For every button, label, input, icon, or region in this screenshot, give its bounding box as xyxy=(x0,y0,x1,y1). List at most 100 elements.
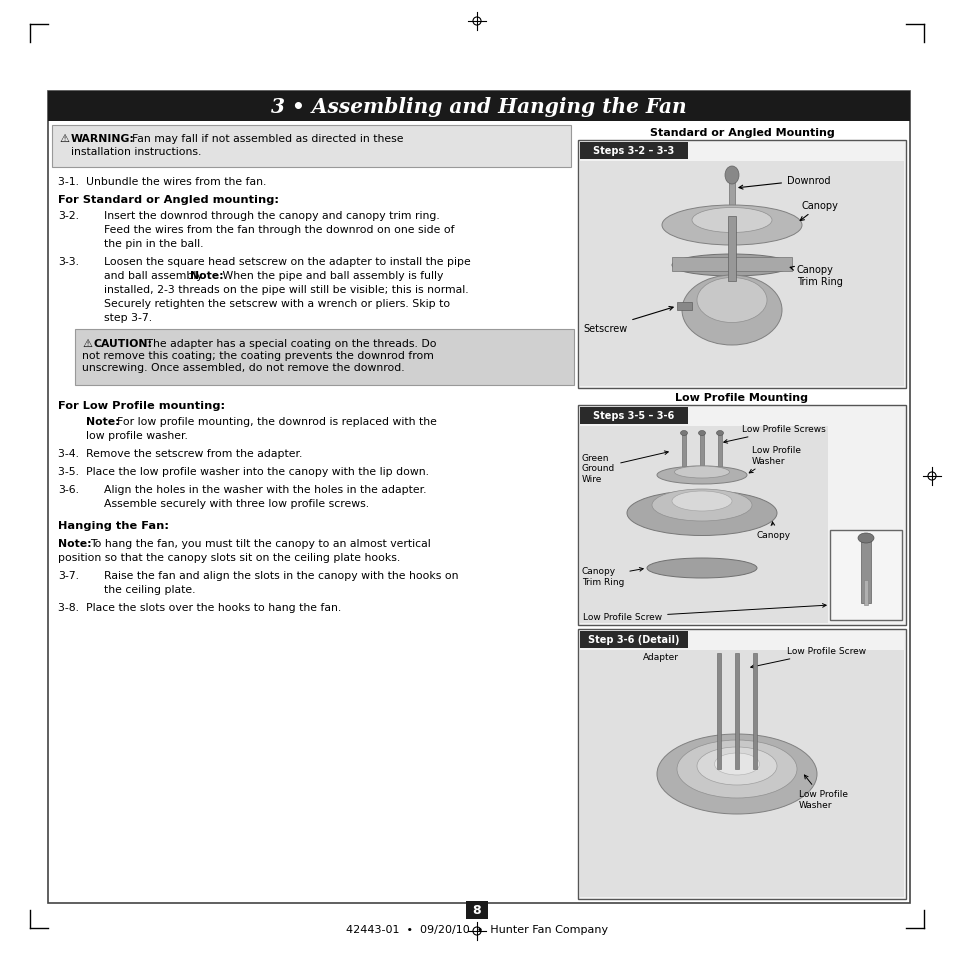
Bar xyxy=(579,427,827,623)
Bar xyxy=(728,171,734,221)
Ellipse shape xyxy=(677,740,796,799)
Bar xyxy=(700,434,703,469)
Text: Hanging the Fan:: Hanging the Fan: xyxy=(58,520,169,531)
Text: and ball assembly.: and ball assembly. xyxy=(104,271,208,281)
Text: WARNING:: WARNING: xyxy=(71,133,134,144)
Text: Canopy: Canopy xyxy=(757,522,790,540)
Text: Adapter: Adapter xyxy=(642,653,679,661)
Text: Standard or Angled Mounting: Standard or Angled Mounting xyxy=(649,128,834,138)
Ellipse shape xyxy=(671,254,791,276)
Text: Low Profile Screw: Low Profile Screw xyxy=(582,604,825,622)
Text: 8: 8 xyxy=(472,903,481,917)
Text: When the pipe and ball assembly is fully: When the pipe and ball assembly is fully xyxy=(219,271,443,281)
Text: Assemble securely with three low profile screws.: Assemble securely with three low profile… xyxy=(104,498,369,509)
Bar xyxy=(578,141,905,389)
Text: 3-5.  Place the low profile washer into the canopy with the lip down.: 3-5. Place the low profile washer into t… xyxy=(58,467,429,476)
Text: 3-6.: 3-6. xyxy=(58,484,79,495)
Text: 3-1.  Unbundle the wires from the fan.: 3-1. Unbundle the wires from the fan. xyxy=(58,177,266,187)
Bar xyxy=(681,434,685,469)
Bar xyxy=(48,91,909,122)
Text: CAUTION:: CAUTION: xyxy=(94,338,152,349)
Bar xyxy=(677,303,691,311)
Bar xyxy=(718,434,721,469)
Text: 3-2.: 3-2. xyxy=(58,211,79,221)
Text: For Standard or Angled mounting:: For Standard or Angled mounting: xyxy=(58,194,278,205)
Text: installation instructions.: installation instructions. xyxy=(71,147,201,157)
Ellipse shape xyxy=(671,492,731,512)
Text: Low Profile
Washer: Low Profile Washer xyxy=(748,446,801,474)
Bar xyxy=(727,216,735,282)
Text: For Low Profile mounting:: For Low Profile mounting: xyxy=(58,400,225,411)
Ellipse shape xyxy=(691,209,771,233)
Bar xyxy=(579,408,687,424)
Ellipse shape xyxy=(651,490,751,521)
Ellipse shape xyxy=(697,278,766,323)
Text: Securely retighten the setscrew with a wrench or pliers. Skip to: Securely retighten the setscrew with a w… xyxy=(104,298,450,309)
Text: Align the holes in the washer with the holes in the adapter.: Align the holes in the washer with the h… xyxy=(104,484,426,495)
Text: Low Profile
Washer: Low Profile Washer xyxy=(799,775,847,809)
Ellipse shape xyxy=(626,491,776,536)
Text: Green
Ground
Wire: Green Ground Wire xyxy=(581,452,667,483)
Text: unscrewing. Once assembled, do not remove the downrod.: unscrewing. Once assembled, do not remov… xyxy=(82,363,404,373)
Ellipse shape xyxy=(857,534,873,543)
Text: Low Profile Screw: Low Profile Screw xyxy=(750,647,865,668)
Ellipse shape xyxy=(679,431,687,436)
Text: Raise the fan and align the slots in the canopy with the hooks on: Raise the fan and align the slots in the… xyxy=(104,571,458,580)
Text: 3-3.: 3-3. xyxy=(58,256,79,267)
Text: step 3-7.: step 3-7. xyxy=(104,313,152,323)
Bar xyxy=(579,162,903,387)
Text: 3 • Assembling and Hanging the Fan: 3 • Assembling and Hanging the Fan xyxy=(271,97,686,117)
Bar xyxy=(829,531,901,620)
FancyBboxPatch shape xyxy=(75,330,574,386)
Text: the pin in the ball.: the pin in the ball. xyxy=(104,239,203,249)
Bar xyxy=(861,538,870,603)
Text: Fan may fall if not assembled as directed in these: Fan may fall if not assembled as directe… xyxy=(125,133,403,144)
Text: installed, 2-3 threads on the pipe will still be visible; this is normal.: installed, 2-3 threads on the pipe will … xyxy=(104,285,468,294)
Text: Note:: Note: xyxy=(190,271,223,281)
Ellipse shape xyxy=(698,431,705,436)
Text: Step 3-6 (Detail): Step 3-6 (Detail) xyxy=(588,635,679,644)
Text: not remove this coating; the coating prevents the downrod from: not remove this coating; the coating pre… xyxy=(82,351,434,360)
Text: The adapter has a special coating on the threads. Do: The adapter has a special coating on the… xyxy=(143,338,436,349)
Bar xyxy=(863,580,867,605)
Bar xyxy=(48,91,909,903)
Bar xyxy=(578,406,905,625)
Text: Downrod: Downrod xyxy=(739,175,830,190)
Text: 42443-01  •  09/20/10  •  Hunter Fan Company: 42443-01 • 09/20/10 • Hunter Fan Company xyxy=(346,924,607,934)
Text: Canopy: Canopy xyxy=(800,201,838,221)
Bar xyxy=(465,901,488,919)
Text: Low Profile Screws: Low Profile Screws xyxy=(723,425,825,444)
Bar xyxy=(579,650,903,897)
Text: position so that the canopy slots sit on the ceiling plate hooks.: position so that the canopy slots sit on… xyxy=(58,553,400,562)
Bar xyxy=(717,654,720,769)
Ellipse shape xyxy=(724,167,739,185)
FancyBboxPatch shape xyxy=(52,126,571,168)
Bar xyxy=(671,257,791,272)
Text: Canopy
Trim Ring: Canopy Trim Ring xyxy=(581,567,642,586)
Text: Note:: Note: xyxy=(86,416,119,427)
Text: the ceiling plate.: the ceiling plate. xyxy=(104,584,195,595)
Ellipse shape xyxy=(661,206,801,246)
Ellipse shape xyxy=(716,431,722,436)
Text: For low profile mounting, the downrod is replaced with the: For low profile mounting, the downrod is… xyxy=(117,416,436,427)
Text: Canopy
Trim Ring: Canopy Trim Ring xyxy=(789,265,842,287)
Text: To hang the fan, you must tilt the canopy to an almost vertical: To hang the fan, you must tilt the canop… xyxy=(90,538,431,548)
Text: 3-7.: 3-7. xyxy=(58,571,79,580)
Text: Low Profile Mounting: Low Profile Mounting xyxy=(675,393,807,402)
Text: Feed the wires from the fan through the downrod on one side of: Feed the wires from the fan through the … xyxy=(104,225,454,234)
Bar xyxy=(578,629,905,899)
Ellipse shape xyxy=(657,734,816,814)
Text: Loosen the square head setscrew on the adapter to install the pipe: Loosen the square head setscrew on the a… xyxy=(104,256,470,267)
Text: Note:: Note: xyxy=(58,538,91,548)
Ellipse shape xyxy=(646,558,757,578)
Text: 3-8.  Place the slots over the hooks to hang the fan.: 3-8. Place the slots over the hooks to h… xyxy=(58,602,341,613)
Text: Steps 3-5 – 3-6: Steps 3-5 – 3-6 xyxy=(593,411,674,420)
Text: Steps 3-2 – 3-3: Steps 3-2 – 3-3 xyxy=(593,146,674,156)
Ellipse shape xyxy=(714,753,759,775)
Text: Setscrew: Setscrew xyxy=(582,307,673,334)
Text: low profile washer.: low profile washer. xyxy=(86,431,188,440)
Bar xyxy=(734,654,739,769)
Ellipse shape xyxy=(674,467,729,478)
Ellipse shape xyxy=(657,467,746,484)
Text: Insert the downrod through the canopy and canopy trim ring.: Insert the downrod through the canopy an… xyxy=(104,211,439,221)
